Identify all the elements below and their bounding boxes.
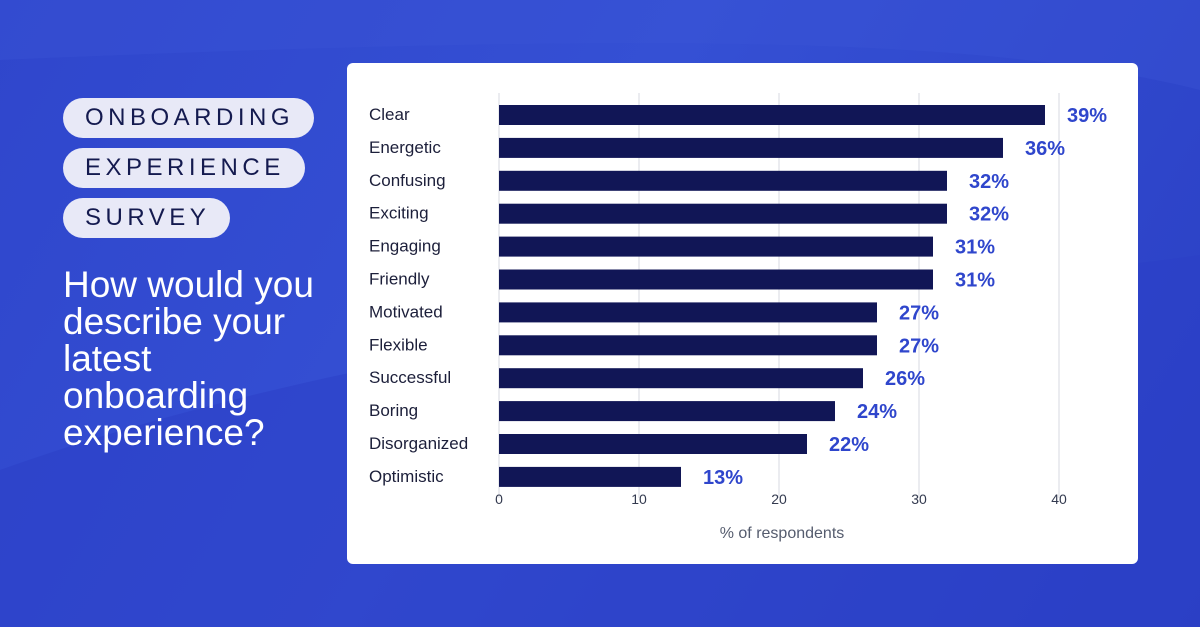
- category-label: Successful: [369, 368, 451, 387]
- tag-experience: EXPERIENCE: [63, 148, 305, 188]
- bar-confusing: [499, 170, 947, 191]
- bar-boring: [499, 401, 835, 422]
- value-label: 31%: [955, 270, 995, 292]
- value-label: 27%: [899, 335, 939, 357]
- value-label: 31%: [955, 237, 995, 259]
- category-label: Flexible: [369, 335, 428, 354]
- x-tick-label: 0: [495, 491, 503, 507]
- bar-disorganized: [499, 434, 807, 454]
- value-label: 32%: [969, 171, 1009, 193]
- value-label: 13%: [703, 467, 743, 489]
- category-label: Motivated: [369, 302, 443, 321]
- bar-exciting: [499, 203, 947, 224]
- bar-flexible: [499, 335, 877, 356]
- value-label: 36%: [1025, 138, 1065, 160]
- bar-motivated: [499, 302, 877, 323]
- bar-successful: [499, 368, 863, 389]
- bar-engaging: [499, 236, 933, 257]
- category-label: Friendly: [369, 270, 430, 289]
- bar-friendly: [499, 269, 933, 290]
- category-label: Optimistic: [369, 467, 444, 486]
- category-label: Boring: [369, 401, 418, 420]
- x-tick-label: 20: [771, 491, 787, 507]
- category-label: Engaging: [369, 237, 441, 256]
- value-label: 32%: [969, 204, 1009, 226]
- x-tick-label: 30: [911, 491, 927, 507]
- category-label: Disorganized: [369, 434, 468, 453]
- category-label: Confusing: [369, 171, 446, 190]
- bar-clear: [499, 105, 1045, 125]
- x-tick-label: 10: [631, 491, 647, 507]
- survey-question: How would you describe your latest onboa…: [63, 264, 314, 453]
- category-label: Energetic: [369, 138, 441, 157]
- tag-survey: SURVEY: [63, 198, 231, 238]
- bar-optimistic: [499, 466, 681, 487]
- chart-card: Clear 39% Energetic 36% Confusing 32% Exciting…: [347, 63, 1138, 564]
- category-label: Clear: [369, 105, 410, 124]
- value-label: 24%: [857, 401, 897, 423]
- value-label: 27%: [899, 302, 939, 324]
- category-label: Exciting: [369, 204, 429, 223]
- x-tick-label: 40: [1051, 491, 1067, 507]
- value-label: 22%: [829, 434, 869, 456]
- value-label: 26%: [885, 368, 925, 390]
- bar-energetic: [499, 137, 1003, 158]
- value-label: 39%: [1067, 105, 1107, 127]
- tag-onboarding: ONBOARDING: [63, 98, 315, 138]
- bar-chart: Clear 39% Energetic 36% Confusing 32% Exciting…: [369, 93, 1107, 542]
- x-axis-title: % of respondents: [720, 525, 845, 542]
